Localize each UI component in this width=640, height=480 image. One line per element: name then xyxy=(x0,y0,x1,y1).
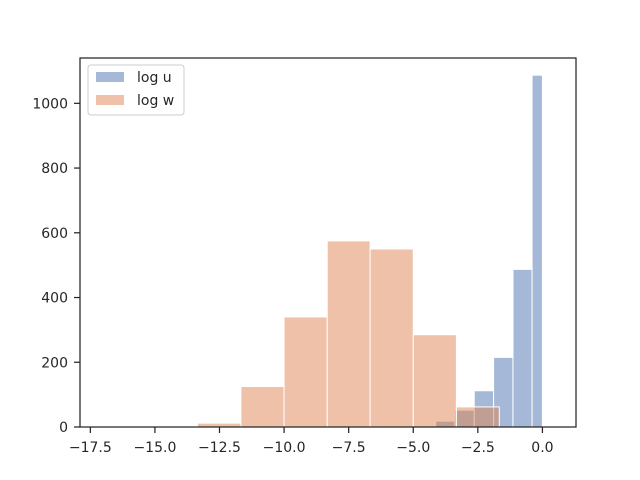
y-tick-label-4: 800 xyxy=(41,161,68,177)
y-tick-label-0: 0 xyxy=(59,420,68,436)
bar-log-w-2 xyxy=(283,316,328,428)
bar-log-w-4 xyxy=(369,248,414,428)
legend-label-log-u: log u xyxy=(137,70,172,86)
y-tick-label-1: 200 xyxy=(41,355,68,371)
y-axis-ticks: 0 200 400 600 800 1000 xyxy=(32,96,80,436)
legend: log u log w xyxy=(87,64,185,116)
bar-log-u-7 xyxy=(531,74,543,428)
x-tick-label-0: −17.5 xyxy=(69,440,112,456)
x-tick-label-6: −2.5 xyxy=(461,440,495,456)
y-tick-label-2: 400 xyxy=(41,291,68,307)
bar-log-w-6 xyxy=(455,406,500,428)
x-axis-ticks: −17.5 −15.0 −12.5 −10.0 −7.5 −5.0 −2.5 0.0 xyxy=(69,427,554,456)
x-tick-label-7: 0.0 xyxy=(531,440,553,456)
y-tick-label-5: 1000 xyxy=(32,96,68,112)
bar-log-w-5 xyxy=(412,334,457,428)
x-tick-label-5: −5.0 xyxy=(396,440,430,456)
bar-log-u-6 xyxy=(512,268,533,428)
bars-layer xyxy=(92,74,543,428)
x-tick-label-1: −15.0 xyxy=(133,440,176,456)
y-tick-label-3: 600 xyxy=(41,226,68,242)
x-tick-label-4: −7.5 xyxy=(332,440,366,456)
x-tick-label-3: −10.0 xyxy=(263,440,306,456)
legend-swatch-log-u xyxy=(96,72,124,82)
bar-log-w-1 xyxy=(240,386,285,428)
bar-log-w-3 xyxy=(326,240,371,428)
x-tick-label-2: −12.5 xyxy=(198,440,241,456)
legend-swatch-log-w xyxy=(96,95,124,105)
plot-frame xyxy=(79,57,577,428)
legend-label-log-w: log w xyxy=(137,93,174,109)
